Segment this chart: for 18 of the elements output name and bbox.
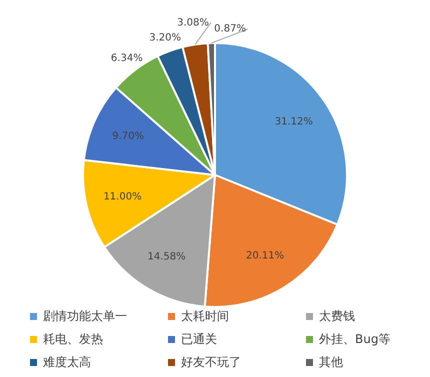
data-label: 3.08% [177,17,209,28]
data-label: 0.87% [214,24,246,35]
data-label: 6.34% [110,53,143,64]
legend-label: 其他 [319,354,343,371]
legend-label: 外挂、Bug等 [319,331,390,348]
data-label: 14.58% [147,251,186,262]
legend-label: 好友不玩了 [181,354,241,371]
legend-label: 剧情功能太单一 [43,308,127,325]
legend-label: 难度太高 [43,354,91,371]
legend-label: 太费钱 [319,308,355,325]
data-label: 31.12% [274,116,313,128]
data-label: 3.20% [149,32,182,44]
data-label: 11.00% [103,191,142,202]
data-label: 9.70% [112,130,144,142]
legend-label: 太耗时间 [181,308,229,325]
data-label: 20.11% [246,250,284,262]
legend-label: 耗电、发热 [43,331,103,348]
legend-label: 已通关 [181,331,217,348]
